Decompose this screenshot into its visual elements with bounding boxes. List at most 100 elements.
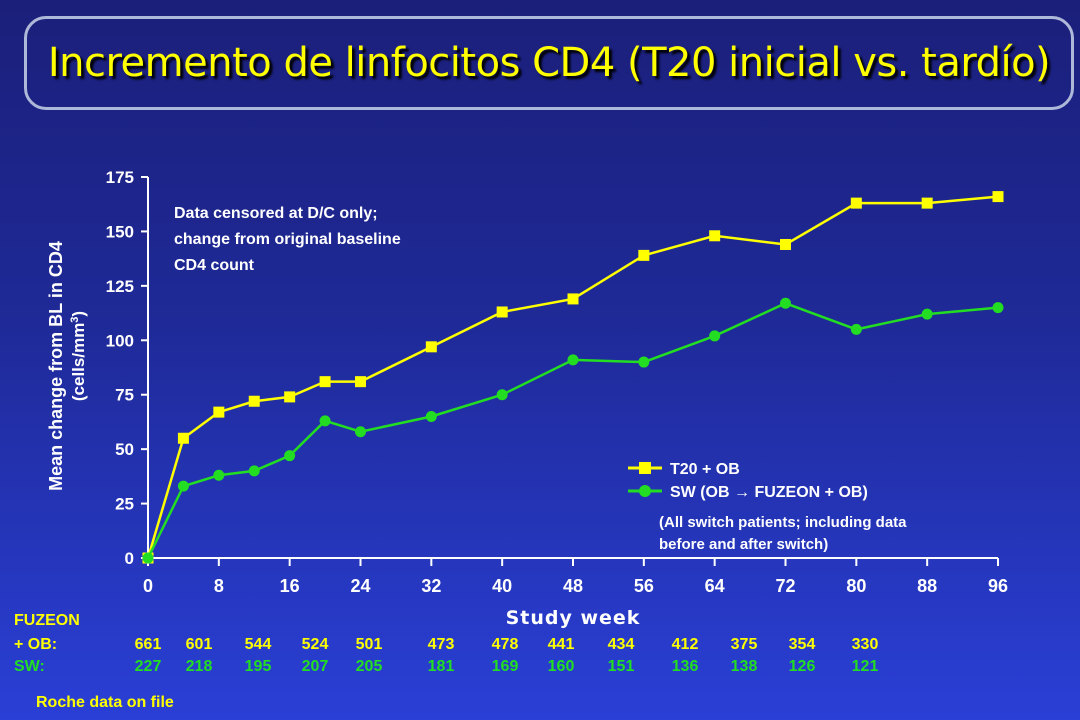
table-cell-ob: 544 <box>244 636 272 653</box>
x-tick-label: 56 <box>634 576 654 596</box>
data-point-sw <box>567 354 579 366</box>
x-tick-label: 8 <box>214 576 224 596</box>
table-cell-ob: 434 <box>607 636 635 653</box>
table-cell-sw: 227 <box>134 658 162 675</box>
y-tick-label: 100 <box>106 331 134 350</box>
data-point-t20 <box>213 406 225 418</box>
x-tick-label: 16 <box>280 576 300 596</box>
annotation-line: change from original baseline <box>174 231 401 248</box>
table-cell-ob: 478 <box>491 636 519 653</box>
table-cell-ob: 375 <box>730 636 758 653</box>
data-point-sw <box>425 410 437 422</box>
table-cell-ob: 441 <box>547 636 575 653</box>
data-point-t20 <box>709 230 721 242</box>
table-cell-sw: 195 <box>244 658 272 675</box>
series-line-t20 <box>146 195 999 559</box>
table-cell-sw: 138 <box>730 658 758 675</box>
data-point-t20 <box>248 395 260 407</box>
y-tick-label: 125 <box>106 277 134 296</box>
y-tick-label: 25 <box>115 495 134 514</box>
y-axis-label: Mean change from BL in CD4 <box>46 241 66 491</box>
table-cell-ob: 524 <box>301 636 329 653</box>
legend-label-t20: T20 + OB <box>670 461 740 478</box>
x-axis-label: Study week <box>506 607 641 629</box>
data-point-sw <box>496 389 508 401</box>
table-cell-sw: 181 <box>427 658 455 675</box>
legend-marker-t20 <box>639 462 651 474</box>
y-tick-label: 0 <box>125 549 134 568</box>
data-point-sw <box>850 323 862 335</box>
data-point-t20 <box>319 376 331 388</box>
data-point-t20 <box>496 306 508 318</box>
table-cell-ob: 601 <box>185 636 213 653</box>
y-axis-unit-superscript: 3 <box>69 317 81 323</box>
data-point-t20 <box>638 249 650 261</box>
data-point-sw <box>709 330 721 342</box>
data-point-t20 <box>355 376 366 388</box>
y-axis-unit: (cells/mm3) <box>69 311 88 401</box>
data-point-sw <box>355 426 366 438</box>
table-cell-ob: 661 <box>134 636 162 653</box>
y-axis-unit-close: ) <box>69 311 88 317</box>
y-tick-label: 75 <box>115 386 134 405</box>
table-cell-sw: 151 <box>607 658 635 675</box>
data-point-sw <box>780 297 791 309</box>
x-tick-label: 32 <box>421 576 441 596</box>
x-tick-label: 88 <box>917 576 937 596</box>
data-point-t20 <box>177 432 189 444</box>
table-cell-ob: 354 <box>788 636 816 653</box>
data-point-sw <box>921 308 933 320</box>
x-tick-label: 96 <box>988 576 1008 596</box>
table-cell-ob: 501 <box>355 636 383 653</box>
legend-label-sw-part: SW (OB <box>670 484 734 501</box>
table-cell-sw: 126 <box>788 658 816 675</box>
title-box: Incremento de linfocitos CD4 (T20 inicia… <box>24 16 1074 110</box>
legend-note-line: before and after switch) <box>659 536 828 553</box>
y-axis-unit-text: (cells/mm <box>69 323 88 401</box>
data-point-t20 <box>284 391 296 403</box>
data-point-sw <box>638 356 650 368</box>
x-tick-label: 72 <box>775 576 795 596</box>
data-point-sw <box>248 465 260 477</box>
annotation-line: CD4 count <box>174 257 255 274</box>
data-point-t20 <box>567 293 579 305</box>
data-point-sw <box>992 302 1004 314</box>
data-point-t20 <box>992 191 1004 203</box>
legend-label-sw: SW (OB → FUZEON + OB) <box>670 484 868 501</box>
data-point-sw <box>319 415 331 427</box>
table-cell-ob: 412 <box>671 636 699 653</box>
table-cell-sw: 169 <box>491 658 519 675</box>
arrow-icon: → <box>734 484 750 501</box>
table-cell-sw: 121 <box>851 658 879 675</box>
legend-label-sw-part: FUZEON + OB) <box>750 484 868 501</box>
table-row2-label: SW: <box>14 658 45 675</box>
x-tick-label: 48 <box>563 576 583 596</box>
y-tick-label: 150 <box>106 222 134 241</box>
data-point-sw <box>177 480 189 492</box>
data-point-t20 <box>850 197 862 209</box>
table-cell-sw: 136 <box>671 658 699 675</box>
table-cell-sw: 205 <box>355 658 383 675</box>
data-point-t20 <box>780 238 791 250</box>
table-header-fuzeon: FUZEON <box>14 612 80 629</box>
slide-title: Incremento de linfocitos CD4 (T20 inicia… <box>47 40 1051 86</box>
table-cell-sw: 207 <box>301 658 329 675</box>
data-point-t20 <box>921 197 933 209</box>
table-cell-sw: 218 <box>185 658 213 675</box>
data-point-sw <box>284 450 296 462</box>
x-tick-label: 64 <box>705 576 725 596</box>
legend-marker-sw <box>639 485 651 497</box>
footer-note: Roche data on file <box>36 694 174 711</box>
legend-note-line: (All switch patients; including data <box>659 514 907 531</box>
data-point-t20 <box>425 341 437 353</box>
y-tick-label: 50 <box>115 440 134 459</box>
data-point-sw <box>213 469 225 481</box>
x-tick-label: 80 <box>846 576 866 596</box>
table-cell-ob: 330 <box>851 636 879 653</box>
x-tick-label: 0 <box>143 576 153 596</box>
x-tick-label: 24 <box>350 576 370 596</box>
data-point-sw <box>142 552 154 564</box>
y-tick-label: 175 <box>106 168 134 187</box>
series-line-sw <box>146 301 999 559</box>
